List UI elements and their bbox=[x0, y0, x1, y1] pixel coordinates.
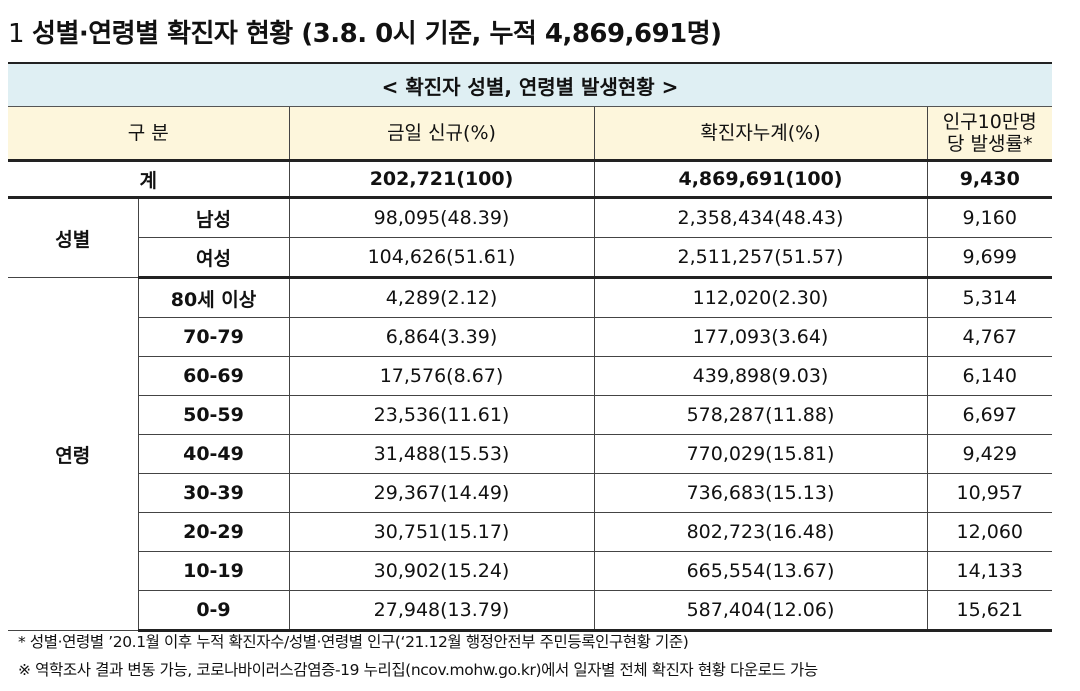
row-label: 남성 bbox=[137, 197, 289, 238]
total-cumulative: 4,869,691(100) bbox=[593, 160, 927, 199]
row-label: 80세 이상 bbox=[137, 277, 289, 318]
header-cumulative: 확진자누계(%) bbox=[593, 106, 927, 162]
table-row: 30-39 29,367(14.49) 736,683(15.13) 10,957 bbox=[8, 473, 1053, 513]
cell-new: 98,095(48.39) bbox=[288, 197, 594, 238]
cell-rate: 9,699 bbox=[926, 237, 1053, 279]
cell-new: 27,948(13.79) bbox=[288, 590, 594, 632]
footnotes: * 성별·연령별 ’20.1월 이후 누적 확진자수/성별·연령별 인구(‘21… bbox=[18, 628, 818, 684]
header-incidence-rate: 인구10만명당 발생률* bbox=[926, 106, 1053, 162]
cell-rate: 9,429 bbox=[926, 434, 1053, 474]
table-caption-row: < 확진자 성별, 연령별 발생현황 > bbox=[8, 62, 1053, 107]
cell-cumulative: 2,358,434(48.43) bbox=[593, 197, 927, 238]
table-row: 60-69 17,576(8.67) 439,898(9.03) 6,140 bbox=[8, 356, 1053, 396]
cell-new: 31,488(15.53) bbox=[288, 434, 594, 474]
page-title: 1 성별·연령별 확진자 현황 (3.8. 0시 기준, 누적 4,869,691… bbox=[8, 14, 722, 54]
group-label: 연령 bbox=[8, 277, 138, 631]
cell-cumulative: 736,683(15.13) bbox=[593, 473, 927, 513]
header-incidence-rate-text: 인구10만명당 발생률* bbox=[942, 111, 1037, 155]
cell-cumulative: 112,020(2.30) bbox=[593, 277, 927, 318]
cell-cumulative: 2,511,257(51.57) bbox=[593, 237, 927, 279]
row-label: 70-79 bbox=[137, 317, 289, 357]
cell-new: 30,751(15.17) bbox=[288, 512, 594, 552]
cell-rate: 5,314 bbox=[926, 277, 1053, 318]
table-row: 10-19 30,902(15.24) 665,554(13.67) 14,133 bbox=[8, 551, 1053, 591]
table-row: 성별 남성 98,095(48.39) 2,358,434(48.43) 9,160 bbox=[8, 197, 1053, 278]
table-row: 70-79 6,864(3.39) 177,093(3.64) 4,767 bbox=[8, 317, 1053, 357]
cell-new: 4,289(2.12) bbox=[288, 277, 594, 318]
cell-rate: 10,957 bbox=[926, 473, 1053, 513]
row-label: 30-39 bbox=[137, 473, 289, 513]
row-label: 여성 bbox=[137, 237, 289, 279]
row-label: 0-9 bbox=[137, 590, 289, 632]
cell-cumulative: 802,723(16.48) bbox=[593, 512, 927, 552]
cell-rate: 4,767 bbox=[926, 317, 1053, 357]
total-row: 계 202,721(100) 4,869,691(100) 9,430 bbox=[8, 160, 1053, 199]
table-header-row: 구 분 금일 신규(%) 확진자누계(%) 인구10만명당 발생률* bbox=[8, 106, 1053, 162]
cell-rate: 15,621 bbox=[926, 590, 1053, 632]
cell-rate: 12,060 bbox=[926, 512, 1053, 552]
cell-rate: 14,133 bbox=[926, 551, 1053, 591]
cell-cumulative: 587,404(12.06) bbox=[593, 590, 927, 632]
cell-rate: 6,140 bbox=[926, 356, 1053, 396]
footnote-download: ※ 역학조사 결과 변동 가능, 코로나바이러스감염증-19 누리집(ncov.… bbox=[18, 661, 818, 679]
header-new-cases: 금일 신규(%) bbox=[288, 106, 594, 162]
row-label: 60-69 bbox=[137, 356, 289, 396]
header-category: 구 분 bbox=[8, 106, 289, 162]
cell-cumulative: 770,029(15.81) bbox=[593, 434, 927, 474]
cell-cumulative: 665,554(13.67) bbox=[593, 551, 927, 591]
row-label: 50-59 bbox=[137, 395, 289, 435]
table-row: 연령 80세 이상 4,289(2.12) 112,020(2.30) 5,314 bbox=[8, 277, 1053, 631]
cell-new: 104,626(51.61) bbox=[288, 237, 594, 279]
table-caption: < 확진자 성별, 연령별 발생현황 > bbox=[8, 62, 1053, 107]
cell-new: 29,367(14.49) bbox=[288, 473, 594, 513]
total-rate: 9,430 bbox=[926, 160, 1053, 199]
confirmed-cases-table: < 확진자 성별, 연령별 발생현황 > 구 분 금일 신규(%) 확진자누계(… bbox=[8, 62, 1053, 632]
cell-new: 6,864(3.39) bbox=[288, 317, 594, 357]
row-label: 10-19 bbox=[137, 551, 289, 591]
table-row: 20-29 30,751(15.17) 802,723(16.48) 12,060 bbox=[8, 512, 1053, 552]
cell-new: 30,902(15.24) bbox=[288, 551, 594, 591]
cell-cumulative: 177,093(3.64) bbox=[593, 317, 927, 357]
group-label: 성별 bbox=[8, 197, 138, 278]
table-row: 40-49 31,488(15.53) 770,029(15.81) 9,429 bbox=[8, 434, 1053, 474]
section-number: 1 bbox=[8, 19, 25, 49]
table-row: 50-59 23,536(11.61) 578,287(11.88) 6,697 bbox=[8, 395, 1053, 435]
cell-rate: 9,160 bbox=[926, 197, 1053, 238]
table-row: 여성 104,626(51.61) 2,511,257(51.57) 9,699 bbox=[8, 237, 1053, 279]
total-new: 202,721(100) bbox=[288, 160, 594, 199]
cell-cumulative: 578,287(11.88) bbox=[593, 395, 927, 435]
total-label: 계 bbox=[8, 160, 289, 199]
table-row: 0-9 27,948(13.79) 587,404(12.06) 15,621 bbox=[8, 590, 1053, 632]
row-label: 40-49 bbox=[137, 434, 289, 474]
cell-cumulative: 439,898(9.03) bbox=[593, 356, 927, 396]
cell-new: 23,536(11.61) bbox=[288, 395, 594, 435]
section-title: 성별·연령별 확진자 현황 (3.8. 0시 기준, 누적 4,869,691명… bbox=[32, 19, 722, 49]
cell-rate: 6,697 bbox=[926, 395, 1053, 435]
footnote-population: * 성별·연령별 ’20.1월 이후 누적 확진자수/성별·연령별 인구(‘21… bbox=[18, 633, 689, 651]
cell-new: 17,576(8.67) bbox=[288, 356, 594, 396]
row-label: 20-29 bbox=[137, 512, 289, 552]
